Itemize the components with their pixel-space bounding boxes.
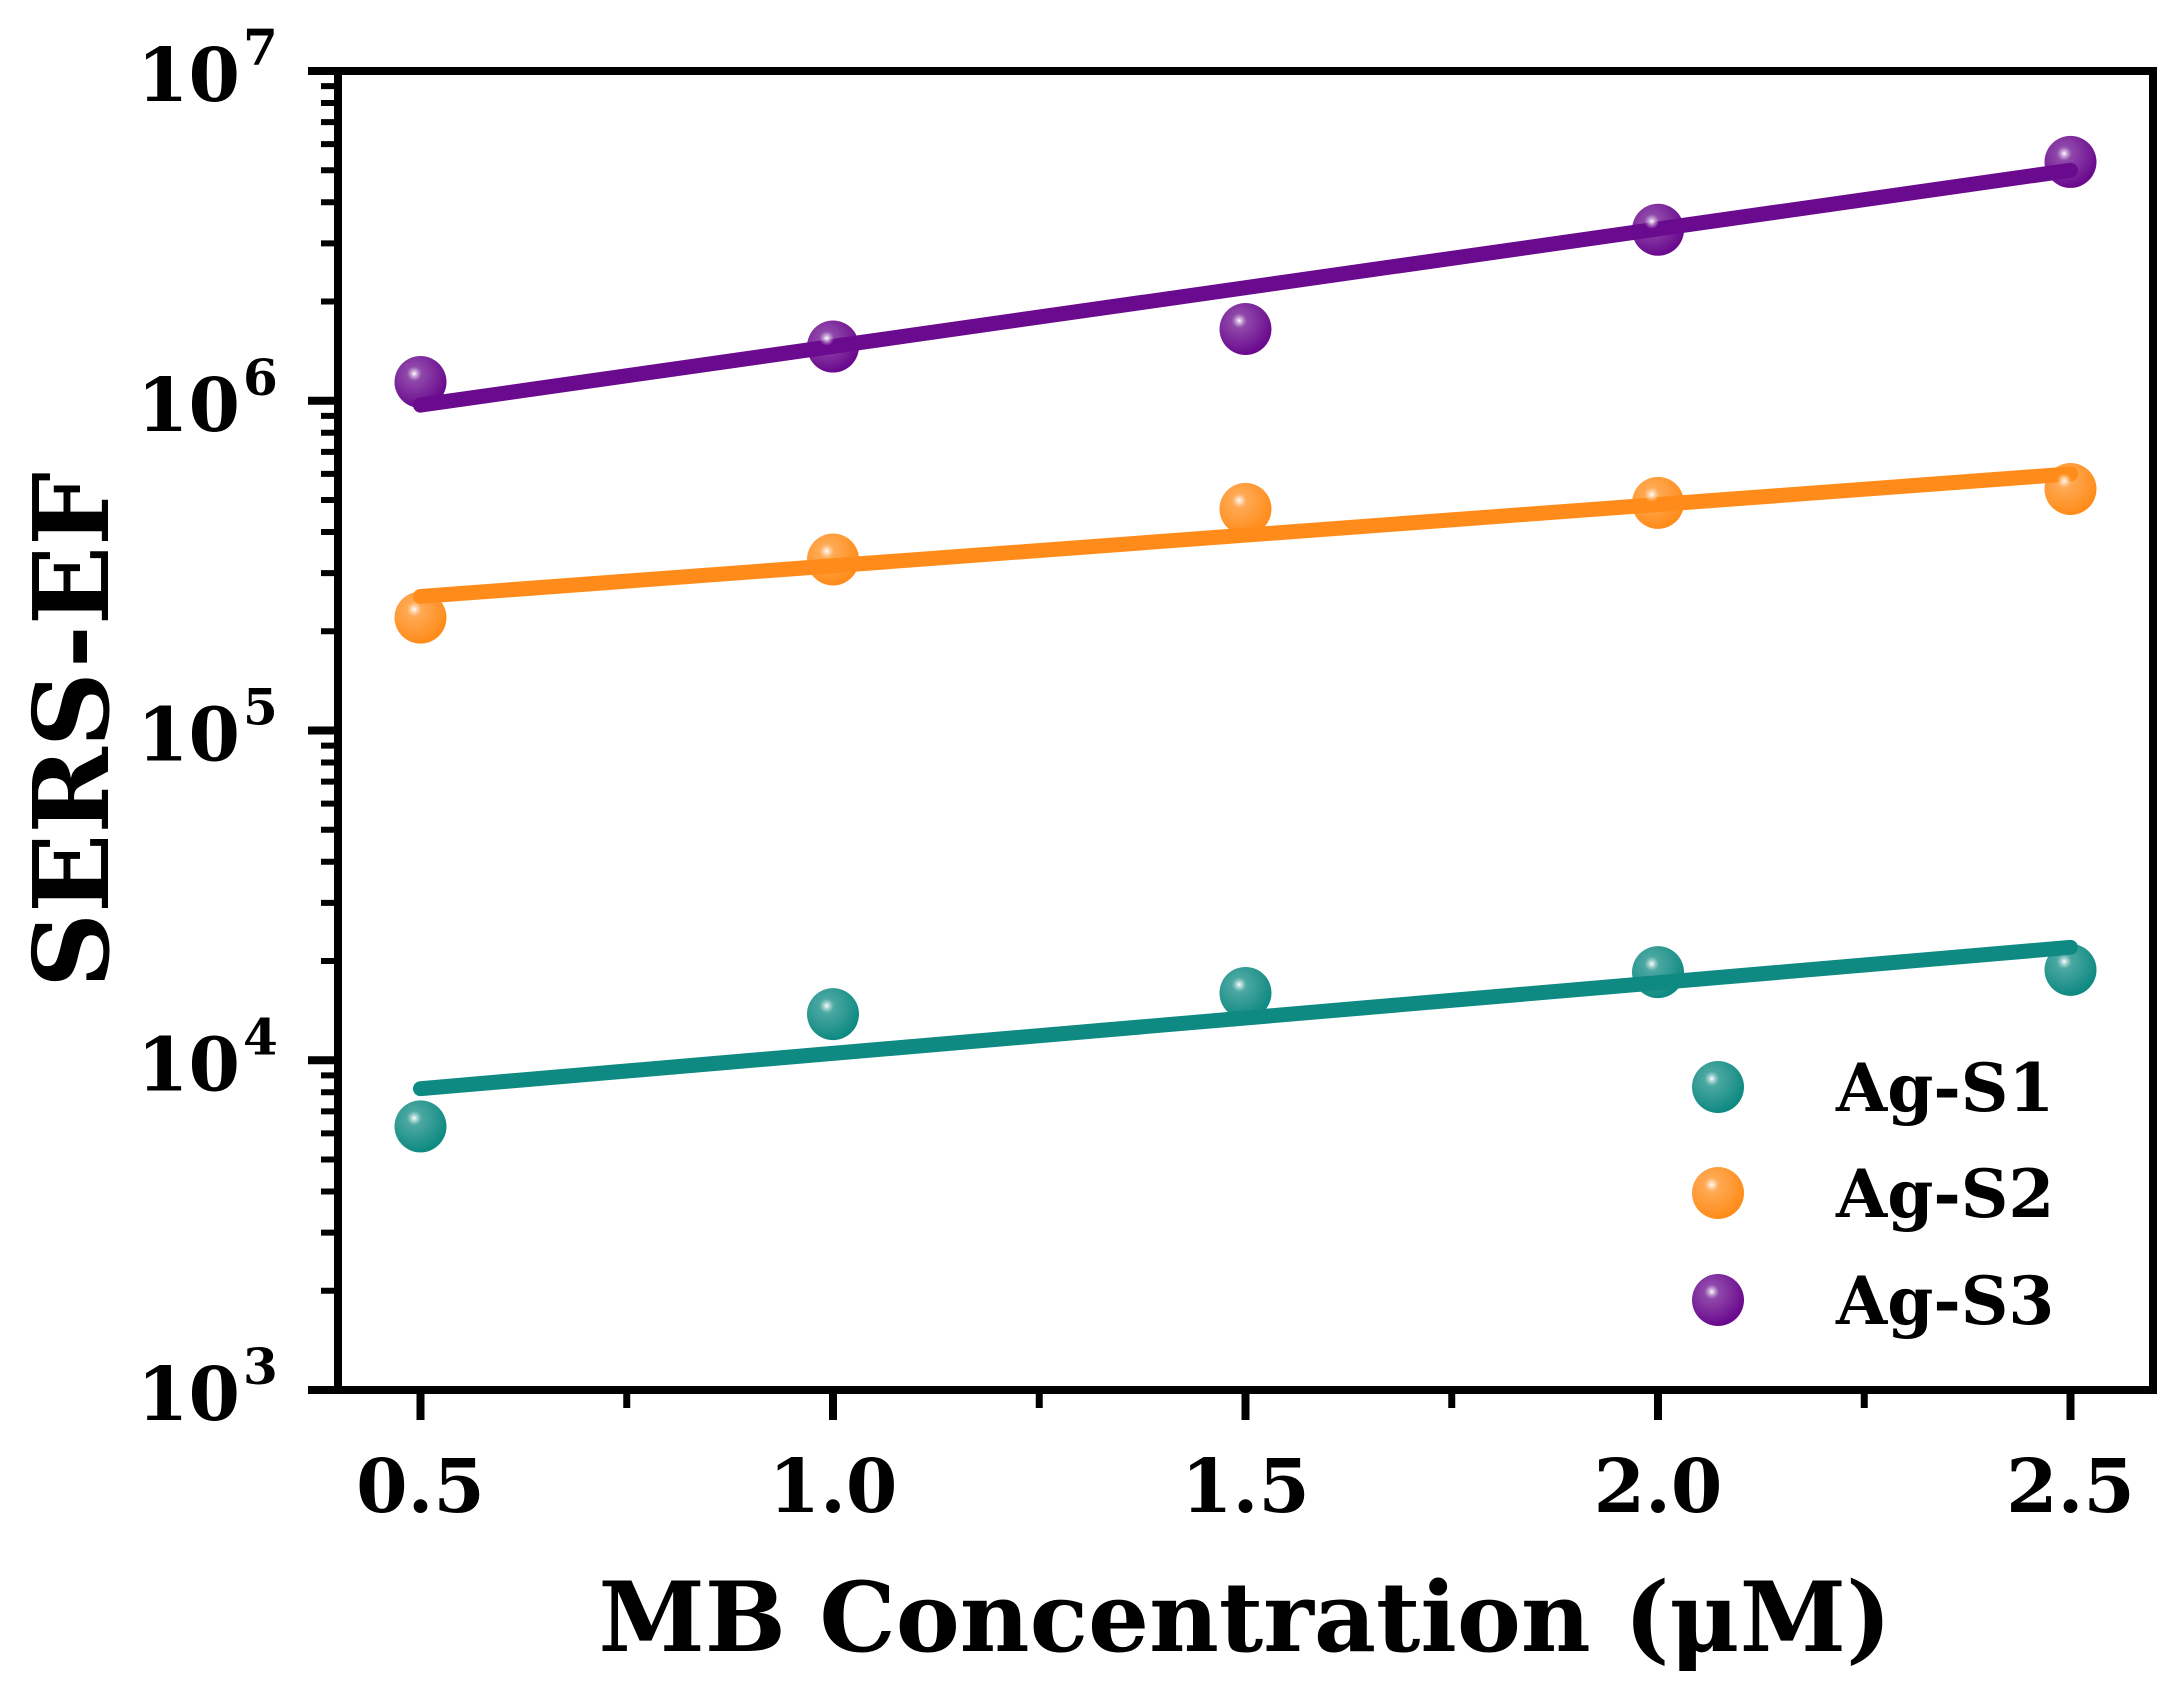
point-ag-s3 [807, 320, 859, 373]
x-tick-label: 2.0 [1594, 1444, 1723, 1530]
legend-marker [1692, 1061, 1744, 1113]
y-tick-label: 10 5 [137, 678, 278, 779]
y-tick-exponent: 3 [243, 1337, 278, 1396]
x-tick-label: 0.5 [356, 1444, 485, 1530]
y-tick-base: 10 [137, 1022, 240, 1108]
y-tick-exponent: 7 [243, 18, 278, 77]
y-tick-base: 10 [137, 33, 240, 119]
y-tick-label: 10 6 [137, 348, 278, 449]
point-ag-s3 [2044, 135, 2097, 188]
legend-marker [1692, 1167, 1744, 1219]
y-tick-label: 10 3 [137, 1337, 278, 1438]
legend-item-ag-s2: Ag-S2 [1692, 1155, 2054, 1233]
legend: Ag-S1 Ag-S2 Ag-S3 [1692, 1049, 2054, 1340]
y-tick-label: 10 4 [137, 1007, 278, 1108]
point-ag-s1 [807, 988, 859, 1041]
point-ag-s3 [394, 355, 447, 408]
y-tick-base: 10 [137, 693, 240, 779]
legend-item-ag-s3: Ag-S3 [1692, 1262, 2054, 1340]
legend-label: Ag-S2 [1835, 1155, 2054, 1233]
y-tick-base: 10 [137, 363, 240, 449]
x-tick-labels: 0.5 1.0 1.5 2.0 2.5 [356, 1444, 2135, 1530]
legend-label: Ag-S1 [1835, 1049, 2054, 1127]
y-tick-exponent: 4 [243, 1007, 278, 1066]
point-ag-s2 [1632, 476, 1684, 529]
y-tick-exponent: 6 [243, 348, 278, 407]
y-tick-label: 10 7 [137, 18, 278, 119]
data-points [394, 135, 2097, 1153]
x-axis-title: MB Concentration (μM) [599, 1561, 1892, 1674]
plot-frame [334, 67, 2157, 1394]
legend-label: Ag-S3 [1835, 1262, 2054, 1340]
y-tick-exponent: 5 [243, 678, 278, 737]
legend-item-ag-s1: Ag-S1 [1692, 1049, 2054, 1127]
y-axis-title: SERS-EF [10, 472, 133, 988]
fit-line-ag-s2 [413, 466, 2078, 604]
point-ag-s2 [1219, 482, 1272, 535]
axis-ticks [308, 67, 2075, 1420]
point-ag-s1 [2044, 943, 2097, 996]
x-tick-label: 1.5 [1181, 1444, 1310, 1530]
point-ag-s1 [1632, 946, 1684, 999]
x-tick-label: 1.0 [769, 1444, 898, 1530]
point-ag-s1 [394, 1100, 447, 1153]
fit-line-ag-s3 [413, 162, 2078, 413]
point-ag-s3 [1632, 203, 1684, 256]
point-ag-s2 [807, 533, 859, 586]
point-ag-s2 [2044, 462, 2097, 515]
point-ag-s1 [1219, 966, 1272, 1019]
point-ag-s3 [1219, 303, 1272, 356]
legend-marker [1692, 1274, 1744, 1326]
point-ag-s2 [394, 591, 447, 644]
x-tick-label: 2.5 [2006, 1444, 2135, 1530]
y-tick-base: 10 [137, 1352, 240, 1438]
